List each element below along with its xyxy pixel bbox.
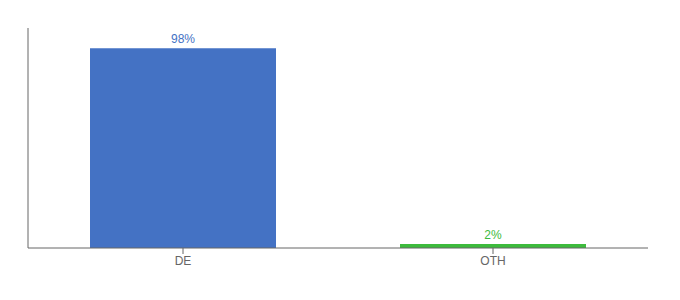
- svg-text:98%: 98%: [171, 32, 195, 46]
- svg-text:DE: DE: [175, 254, 192, 268]
- svg-text:OTH: OTH: [480, 254, 505, 268]
- svg-text:2%: 2%: [484, 228, 502, 242]
